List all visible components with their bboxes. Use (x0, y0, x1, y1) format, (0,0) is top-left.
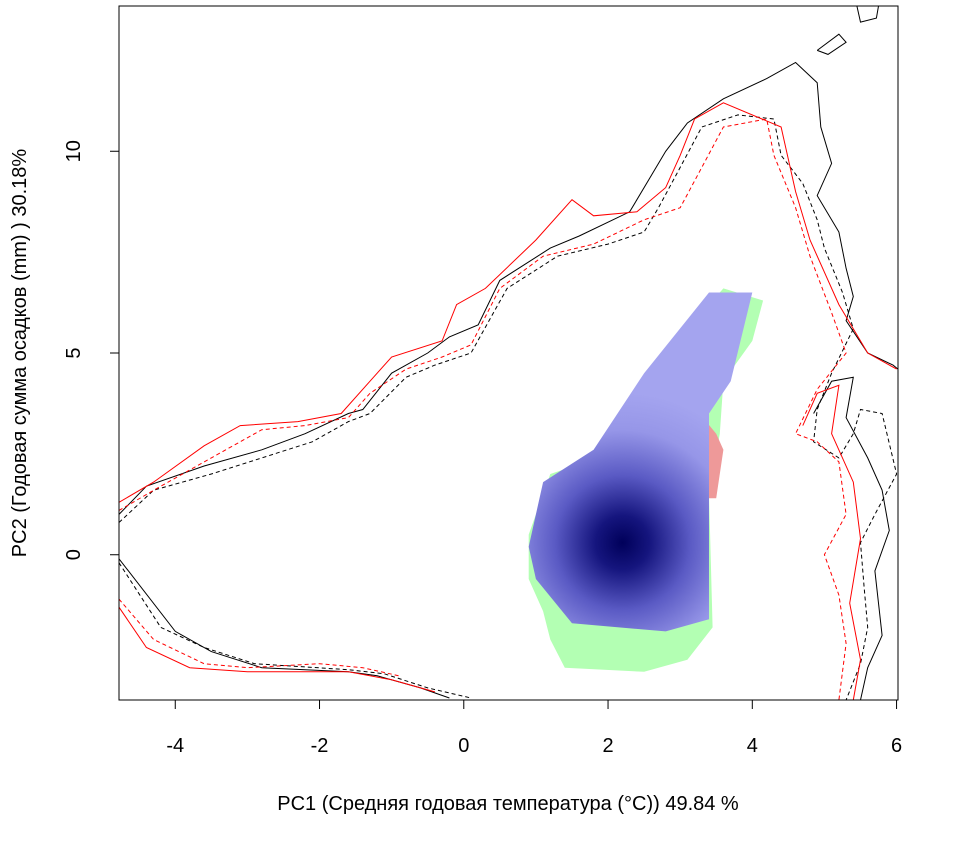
plot-frame (118, 5, 899, 701)
contour-black-solid-segment-3 (816, 33, 847, 55)
contour-black-solid-segment-1 (813, 376, 890, 700)
series-black-dashed (119, 114, 898, 700)
y-tick-label: 10 (63, 140, 85, 162)
x-tick-label: -2 (311, 735, 329, 757)
contour-black-dashed-segment-0 (119, 114, 898, 700)
x-tick-label: 6 (891, 735, 902, 757)
y-tick-label: 0 (63, 549, 85, 560)
contour-lines (119, 6, 898, 700)
x-tick-label: -4 (166, 735, 184, 757)
series-red-dashed (119, 118, 847, 700)
series-red-solid (119, 102, 897, 700)
contour-black-solid-segment-4 (856, 6, 879, 23)
y-axis: 0 5 10 (63, 140, 119, 560)
x-tick-label: 4 (747, 735, 758, 757)
contour-black-solid-segment-0 (119, 61, 898, 515)
x-tick-label: 2 (602, 735, 613, 757)
plot-area (119, 6, 898, 700)
contour-red-solid-segment-0 (119, 102, 897, 503)
y-tick-label: 5 (63, 347, 85, 358)
contour-red-dashed-segment-0 (119, 118, 847, 700)
contour-red-solid-segment-1 (802, 384, 862, 700)
x-axis-label: PC1 (Средняя годовая температура (°C)) 4… (277, 793, 739, 815)
contour-black-solid-segment-2 (119, 558, 450, 699)
contour-black-dashed-segment-1 (119, 562, 472, 699)
contour-red-dashed-segment-1 (119, 598, 400, 677)
blue-density-region (528, 292, 753, 632)
y-axis-label: PC2 (Годовая сумма осадков (mm) ) 30.18% (9, 149, 31, 558)
x-axis: -4 -2 0 2 4 6 (166, 700, 902, 757)
x-tick-label: 0 (458, 735, 469, 757)
contour-red-solid-segment-2 (119, 606, 436, 693)
series-black-solid (119, 6, 898, 700)
